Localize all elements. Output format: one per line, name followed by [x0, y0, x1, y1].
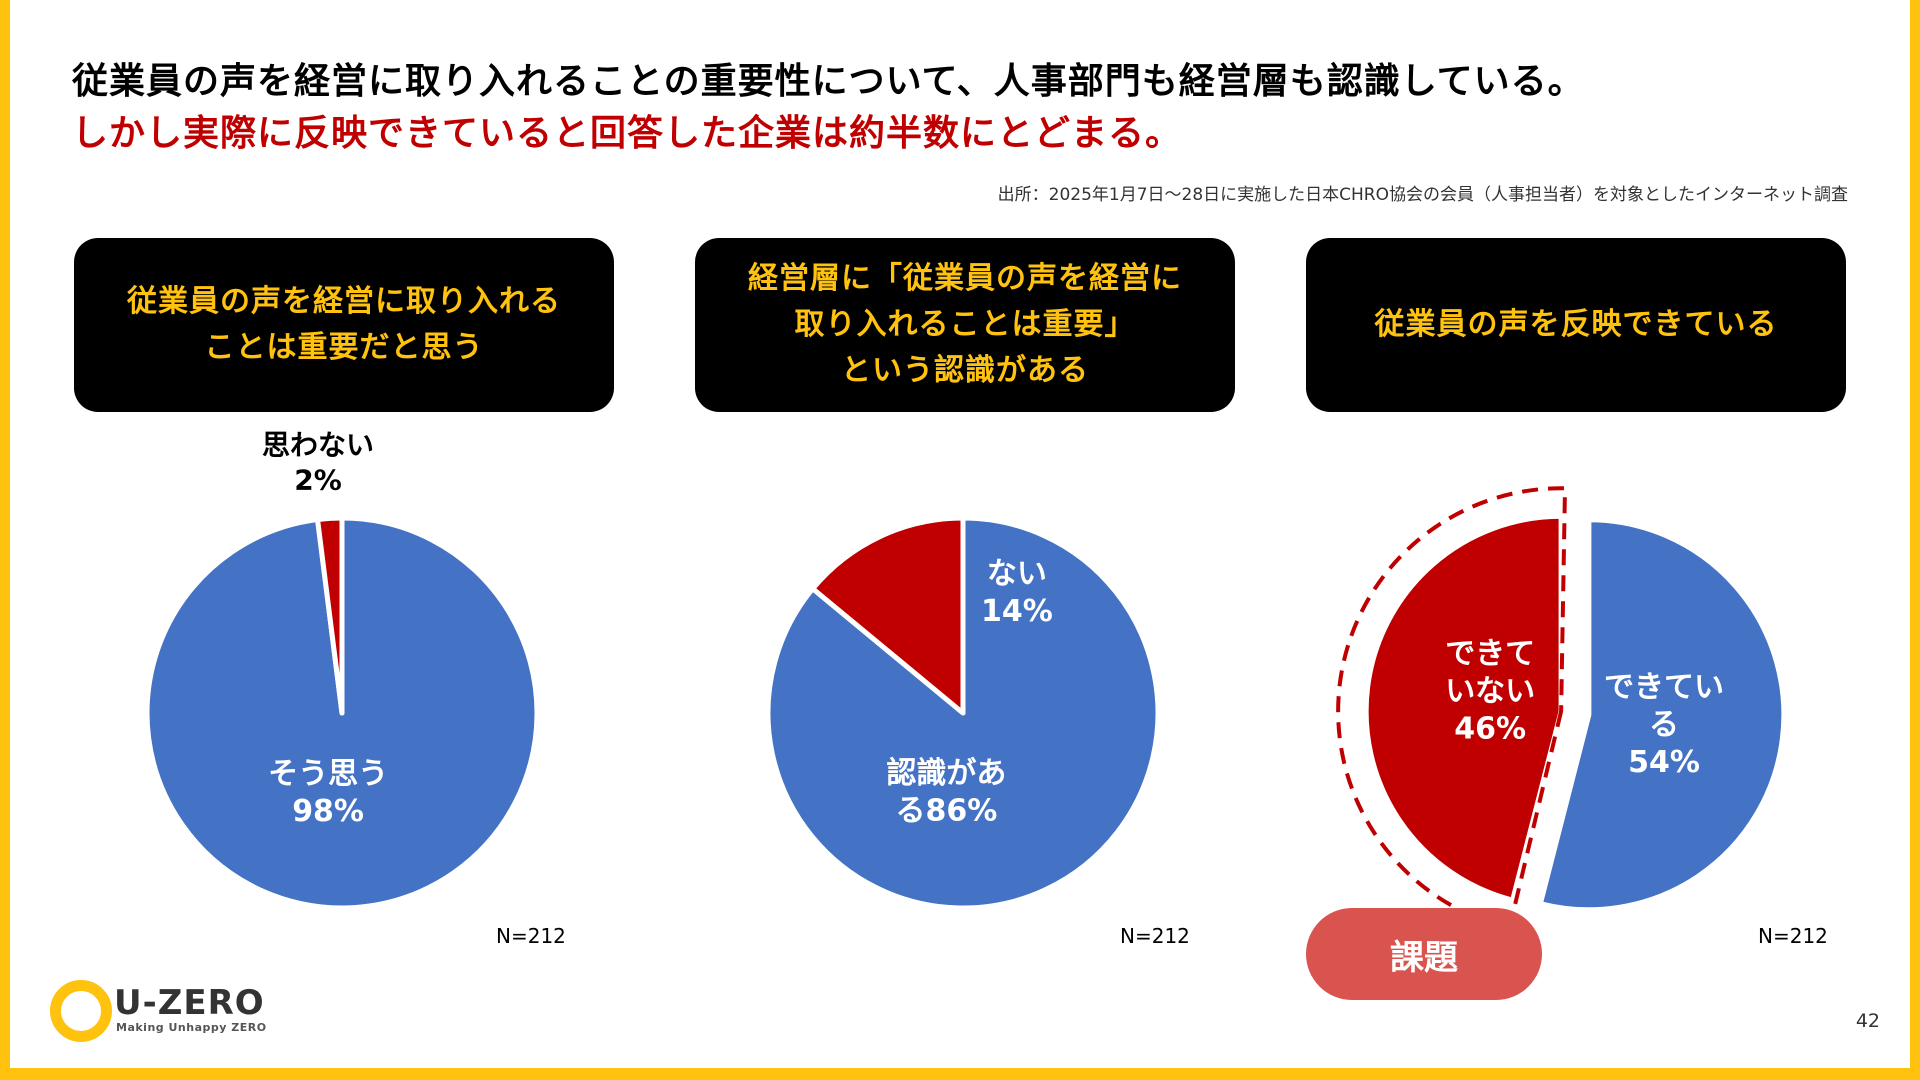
page-number: 42 — [1855, 1010, 1880, 1032]
sample-size-label-3: N=212 — [1758, 924, 1828, 948]
pie1-slice-2 — [315, 515, 345, 716]
issue-badge: 課題 — [1306, 908, 1542, 1000]
pie3-slice-1 — [1537, 517, 1787, 913]
pie3-slice-2-label: できていない 46% — [1445, 636, 1535, 746]
question-card-importance: 従業員の声を経営に取り入れる ことは重要だと思う — [74, 238, 614, 412]
question-card-reflection: 従業員の声を反映できている — [1306, 238, 1846, 412]
source-note: 出所：2025年1月7日～28日に実施した日本CHRO協会の会員（人事担当者）を… — [997, 185, 1848, 205]
frame-right — [1910, 0, 1920, 1080]
pie3-slice-1-label: できている 54% — [1604, 670, 1724, 780]
subheadline: しかし実際に反映できていると回答した企業は約半数にとどまる。 — [72, 113, 1183, 154]
frame-bottom — [0, 1068, 1920, 1080]
logo-tagline: Making Unhappy ZERO — [116, 1021, 267, 1034]
headline: 従業員の声を経営に取り入れることの重要性について、人事部門も経営層も認識している… — [72, 61, 1585, 102]
issue-highlight-outline — [1336, 486, 1568, 931]
frame-left — [0, 0, 10, 1080]
question-card-management-awareness: 経営層に「従業員の声を経営に 取り入れることは重要」 という認識がある — [695, 238, 1235, 412]
pie2-slice-1-label: 認識がある86% — [886, 756, 1006, 829]
pie2-slice-2 — [810, 515, 966, 716]
sample-size-label-2: N=212 — [1120, 924, 1190, 948]
pie-charts: そう思う 98% 思わない 2% 認識がある86% ない 14% できている 54% できていない… — [144, 428, 1787, 931]
pie2-slice-2-label: ない 14% — [981, 557, 1053, 630]
logo-ring-icon — [50, 980, 112, 1042]
sample-size-label-1: N=212 — [496, 924, 566, 948]
pie1-slice-2-label: 思わない 2% — [262, 428, 374, 496]
pie3-slice-2 — [1363, 513, 1564, 903]
pie1-slice-1-label: そう思う 98% — [268, 757, 388, 830]
logo-wordmark: U-ZERO — [114, 983, 265, 1023]
